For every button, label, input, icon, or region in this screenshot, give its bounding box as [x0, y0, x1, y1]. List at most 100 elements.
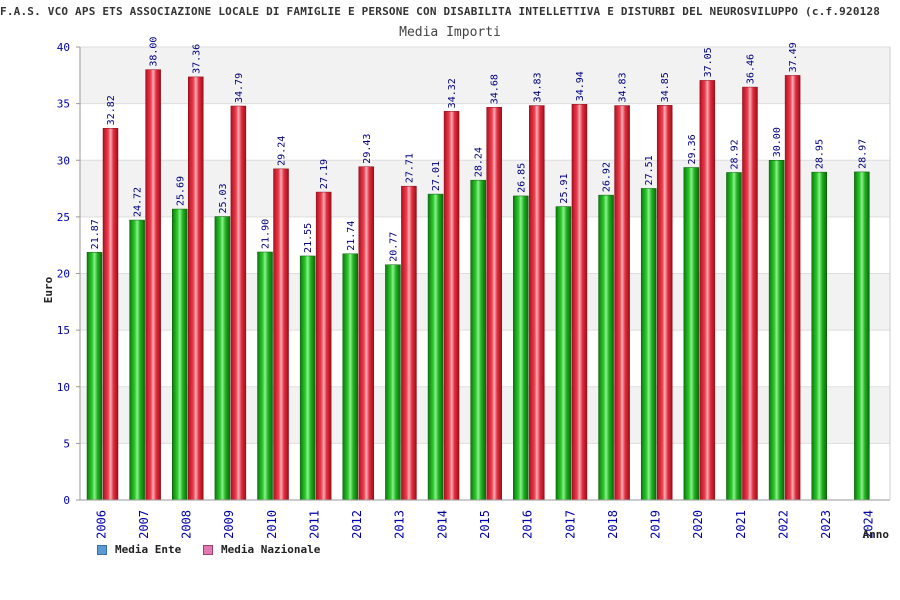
bar-media-nazionale	[784, 75, 801, 501]
data-label-media-ente: 21.55	[303, 223, 314, 253]
bar-media-nazionale	[529, 105, 545, 501]
bar-media-nazionale	[315, 191, 332, 501]
bar-media-ente	[385, 264, 401, 501]
y-tick-label: 30	[57, 154, 70, 167]
y-tick-label: 40	[57, 41, 70, 54]
data-label-media-nazionale: 38.00	[149, 37, 160, 67]
bar-media-nazionale	[230, 105, 247, 501]
x-tick-label: 2022	[776, 510, 790, 539]
legend-item-media-ente: Media Ente	[97, 543, 181, 556]
x-tick-label: 2023	[819, 510, 833, 539]
data-label-media-nazionale: 34.68	[490, 74, 501, 104]
x-tick-label: 2024	[862, 510, 876, 539]
y-tick-label: 15	[57, 324, 70, 337]
data-label-media-ente: 21.90	[261, 219, 272, 249]
data-label-media-nazionale: 37.36	[191, 44, 202, 74]
bar-media-ente	[470, 179, 486, 501]
x-tick-label: 2008	[180, 510, 194, 539]
data-label-media-ente: 29.36	[687, 134, 698, 164]
data-label-media-nazionale: 34.83	[532, 72, 543, 102]
bar-media-nazionale	[145, 69, 161, 501]
x-tick-label: 2018	[606, 510, 620, 539]
data-label-media-ente: 25.03	[218, 183, 229, 213]
bar-media-ente	[214, 216, 231, 501]
data-label-media-ente: 28.95	[815, 139, 826, 169]
data-label-media-nazionale: 34.32	[447, 78, 458, 108]
x-axis-label: Anno	[863, 528, 890, 541]
x-tick-label: 2017	[563, 510, 577, 539]
bar-media-ente	[726, 172, 742, 501]
x-tick-label: 2019	[649, 510, 663, 539]
data-label-media-ente: 26.85	[516, 163, 527, 193]
data-label-media-ente: 28.92	[729, 139, 740, 169]
x-tick-label: 2007	[137, 510, 151, 539]
chart-title: F.A.S. VCO APS ETS ASSOCIAZIONE LOCALE D…	[0, 5, 881, 18]
bar-media-ente	[598, 194, 614, 501]
legend-item-media-nazionale: Media Nazionale	[203, 543, 320, 556]
chart-subtitle: Media Importi	[399, 25, 501, 40]
bar-media-nazionale	[273, 168, 289, 501]
y-tick-label: 35	[57, 98, 70, 111]
data-label-media-ente: 27.01	[431, 161, 442, 191]
bar-media-ente	[299, 255, 316, 501]
bar-media-ente	[640, 188, 657, 501]
y-tick-label: 10	[57, 381, 70, 394]
data-label-media-nazionale: 27.19	[319, 159, 330, 189]
x-tick-label: 2012	[350, 510, 364, 539]
x-tick-label: 2015	[478, 510, 492, 539]
bar-media-ente	[811, 171, 827, 501]
data-label-media-nazionale: 37.49	[788, 42, 799, 72]
bar-media-ente	[768, 160, 785, 501]
x-tick-label: 2011	[307, 510, 321, 539]
y-tick-label: 5	[63, 437, 70, 450]
bar-media-ente	[86, 252, 103, 501]
legend-swatch-icon	[203, 544, 213, 555]
data-label-media-ente: 28.97	[857, 139, 868, 169]
bar-media-ente	[683, 167, 700, 501]
legend-label: Media Ente	[115, 543, 182, 556]
bar-media-nazionale	[614, 105, 630, 501]
data-label-media-nazionale: 36.46	[745, 54, 756, 84]
bar-media-nazionale	[486, 106, 502, 501]
data-label-media-nazionale: 34.79	[234, 73, 245, 103]
bar-media-ente	[129, 219, 145, 501]
bar-media-ente	[854, 171, 870, 501]
data-label-media-nazionale: 34.83	[618, 72, 629, 102]
data-label-media-ente: 24.72	[133, 187, 144, 217]
data-label-media-nazionale: 29.43	[362, 134, 373, 164]
legend-label: Media Nazionale	[221, 543, 321, 556]
data-label-media-ente: 30.00	[772, 127, 783, 157]
data-label-media-ente: 20.77	[388, 232, 399, 262]
y-axis-label: Euro	[42, 276, 55, 303]
x-tick-label: 2021	[734, 510, 748, 539]
bar-media-ente	[427, 193, 444, 501]
data-label-media-ente: 26.92	[602, 162, 613, 192]
bar-media-nazionale	[571, 104, 588, 501]
bar-media-nazionale	[656, 105, 673, 501]
bar-media-ente	[513, 195, 529, 501]
x-tick-label: 2013	[393, 510, 407, 539]
bar-media-ente	[257, 251, 273, 501]
x-tick-label: 2009	[222, 510, 236, 539]
data-label-media-ente: 21.74	[346, 221, 357, 251]
bar-media-nazionale	[358, 166, 375, 501]
legend-swatch-icon	[97, 544, 107, 555]
data-label-media-ente: 25.69	[175, 176, 186, 206]
data-label-media-ente: 28.24	[474, 147, 485, 177]
data-label-media-nazionale: 32.82	[106, 95, 117, 125]
x-tick-label: 2016	[521, 510, 535, 539]
y-tick-label: 20	[57, 268, 70, 281]
data-label-media-nazionale: 37.05	[703, 47, 714, 77]
data-label-media-ente: 27.51	[644, 155, 655, 185]
y-tick-label: 0	[63, 494, 70, 507]
bar-media-nazionale	[102, 128, 119, 501]
x-tick-label: 2006	[94, 510, 108, 539]
x-tick-label: 2014	[435, 510, 449, 539]
data-label-media-nazionale: 34.85	[660, 72, 671, 102]
bar-media-nazionale	[742, 86, 758, 501]
bar-media-nazionale	[401, 185, 417, 501]
bar-media-nazionale	[443, 111, 460, 501]
bar-media-ente	[555, 206, 572, 501]
bar-media-ente	[172, 208, 188, 501]
